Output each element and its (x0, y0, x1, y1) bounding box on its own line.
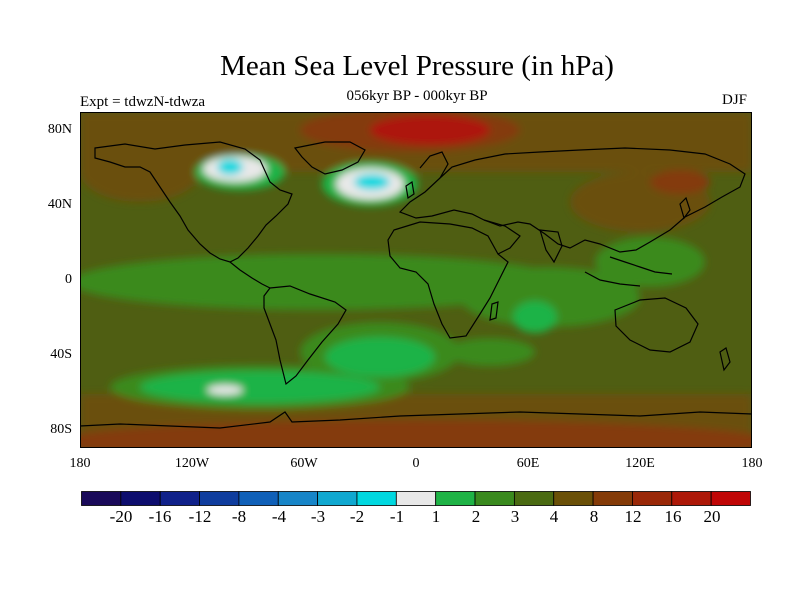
colorbar-swatch (513, 491, 555, 506)
lon-label-180w: 180 (69, 456, 91, 471)
lon-label-120w: 120W (174, 456, 210, 471)
colorbar-label: -20 (109, 507, 133, 526)
colorbar-label: 4 (549, 507, 559, 526)
colorbar-swatch (356, 491, 397, 506)
lat-label-0: 0 (65, 272, 72, 287)
lat-label-40n: 40N (47, 197, 72, 212)
colorbar-label: 20 (703, 507, 721, 526)
lon-label-0: 0 (412, 456, 420, 471)
colorbar-swatch (474, 491, 515, 506)
map-panel (80, 112, 752, 448)
colorbar-swatch (120, 491, 161, 506)
colorbar-swatch (317, 491, 358, 506)
colorbar-swatch (435, 491, 476, 506)
colorbar-label: 1 (431, 507, 441, 526)
colorbar-label: -4 (271, 507, 287, 526)
colorbar-label: -1 (389, 507, 405, 526)
colorbar-label: 3 (510, 507, 520, 526)
lon-label-120e: 120E (625, 456, 655, 471)
colorbar-label: 12 (624, 507, 642, 526)
colorbar-label: -3 (310, 507, 326, 526)
chart-subtitle: 056kyr BP - 000kyr BP (346, 88, 488, 104)
colorbar-label: 8 (589, 507, 599, 526)
pressure-anomaly-map (80, 112, 752, 448)
lon-label-60w: 60W (290, 456, 318, 471)
colorbar-label: -8 (231, 507, 247, 526)
colorbar-swatch (199, 491, 240, 506)
colorbar-swatch (159, 491, 200, 506)
map-border (80, 112, 752, 448)
colorbar-swatch (671, 491, 712, 506)
colorbar-label: 16 (664, 507, 682, 526)
colorbar-swatch (553, 491, 594, 506)
colorbar-swatch (395, 491, 437, 506)
coastlines (80, 141, 752, 429)
colorbar-swatch (710, 491, 751, 506)
colorbar-swatch (238, 491, 279, 506)
colorbar-label: -12 (188, 507, 212, 526)
lon-label-60e: 60E (516, 456, 540, 471)
lat-label-80s: 80S (50, 422, 72, 437)
colorbar-label: -16 (148, 507, 172, 526)
colorbar-swatch (632, 491, 673, 506)
colorbar-label: 2 (471, 507, 481, 526)
experiment-label: Expt = tdwzN-tdwza (80, 94, 206, 110)
colorbar-swatch (81, 491, 122, 506)
contour-fills (80, 112, 752, 448)
colorbar-swatch (277, 491, 319, 506)
colorbar (81, 491, 751, 506)
chart-title: Mean Sea Level Pressure (in hPa) (220, 50, 614, 82)
lat-label-80n: 80N (47, 122, 72, 137)
season-label: DJF (722, 92, 748, 108)
lon-label-180e: 180 (741, 456, 763, 471)
colorbar-label: -2 (349, 507, 365, 526)
colorbar-swatch (592, 491, 633, 506)
lat-label-40s: 40S (50, 347, 72, 362)
